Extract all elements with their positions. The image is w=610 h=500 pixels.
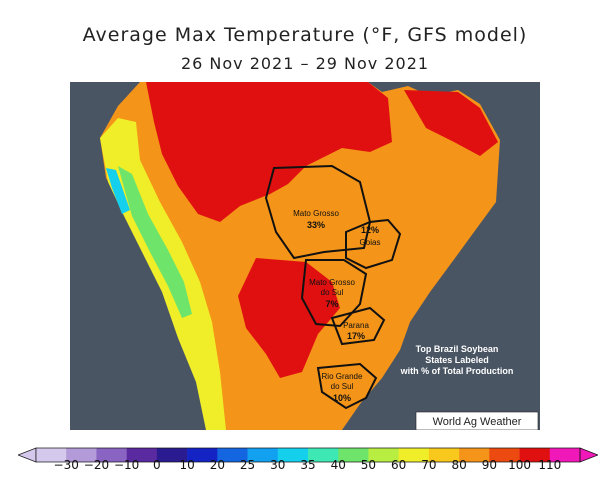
- colorbar-tick-label: 20: [209, 458, 225, 472]
- state-label-mato-grosso: Mato Grosso: [293, 209, 339, 218]
- colorbar-segment: [126, 448, 158, 462]
- colorbar-tick-label: 35: [300, 458, 316, 472]
- credit-label: World Ag Weather: [433, 416, 522, 428]
- colorbar-tick-label: 10: [179, 458, 195, 472]
- state-pct-mato-grosso: 33%: [307, 220, 325, 230]
- state-label-rio-grande-do-sul-line-2: do Sul: [331, 382, 354, 391]
- mato-grosso-do-sul-border: [300, 259, 368, 328]
- colorbar-segment: [308, 448, 339, 462]
- state-label-parana: Parana: [343, 321, 369, 330]
- colorbar-tick-label: 30: [270, 458, 286, 472]
- state-pct-rio-grande-do-sul: 10%: [333, 393, 351, 403]
- colorbar-tick-label: 0: [153, 458, 161, 472]
- colorbar-tick-label: 80: [451, 458, 467, 472]
- colorbar-segment: [428, 448, 460, 462]
- state-label-rio-grande-do-sul: Rio Grande: [322, 372, 363, 381]
- state-pct-goias: 12%: [361, 225, 379, 235]
- hot-zone-northeast: [404, 90, 498, 156]
- colorbar-segment: [489, 448, 520, 462]
- colorbar-tick-label: −20: [83, 458, 110, 472]
- colorbar-tick-label: 100: [508, 458, 531, 472]
- colorbar-outline: [35, 447, 581, 463]
- colorbar-tick-label: 110: [538, 458, 562, 472]
- colorbar-tick-label: 70: [421, 458, 437, 472]
- annotation-line-2: States Labeled: [425, 355, 489, 365]
- andes-cold-zone: [118, 166, 192, 318]
- colorbar-segment: [277, 448, 309, 462]
- colorbar-segment: [36, 448, 67, 462]
- colorbar-segment: [459, 448, 490, 462]
- annotation-line-1: Top Brazil Soybean: [416, 344, 499, 354]
- colorbar-tick-label: −30: [53, 458, 79, 472]
- date-range: 26 Nov 2021 – 29 Nov 2021: [180, 54, 430, 73]
- colorbar-tick-label: 25: [239, 458, 256, 472]
- state-pct-parana: 17%: [347, 331, 365, 341]
- colorbar-segment: [398, 448, 430, 462]
- temperature-colorbar: [18, 447, 598, 463]
- state-label-goias: Goias: [360, 238, 381, 247]
- colorbar-segment: [247, 448, 279, 462]
- colorbar-tick-label: 50: [360, 458, 377, 472]
- colorbar-segment: [96, 448, 127, 462]
- colorbar-segment: [519, 448, 551, 462]
- colorbar-segment: [156, 448, 188, 462]
- colorbar-tick-label: 90: [481, 458, 497, 472]
- map-title: Average Max Temperature (°F, GFS model): [82, 24, 528, 46]
- colorbar-segment: [368, 448, 399, 462]
- colorbar-segment: [217, 448, 248, 462]
- colorbar-tick-label: 60: [391, 458, 407, 472]
- mato-grosso-border: [264, 164, 372, 260]
- colorbar-tick-label: −10: [113, 458, 140, 472]
- state-label-mato-grosso-do-sul-line-2: do Sul: [321, 288, 344, 297]
- colorbar-segment: [549, 448, 581, 462]
- goias-border: [345, 218, 402, 270]
- colorbar-segment: [338, 448, 369, 462]
- colorbar-tick-label: 40: [330, 458, 346, 472]
- pacific-coast-cold: [106, 168, 130, 214]
- colorbar-tick-labels: −30 −20 −10 0 10 20 25 30 35 40 50 60 70 80 90 100 110: [0, 458, 610, 478]
- hot-zone-south: [238, 258, 340, 378]
- hot-zone-north: [146, 82, 392, 222]
- state-label-mato-grosso-do-sul: Mato Grosso: [309, 278, 355, 287]
- rio-grande-do-sul-border: [316, 362, 378, 410]
- credit-box: [415, 411, 539, 430]
- parana-border: [330, 306, 386, 346]
- temperature-map: Top Brazil Soybean States Labeled with %…: [70, 82, 540, 430]
- colorbar-segment: [66, 448, 97, 462]
- colorbar-segment: [187, 448, 218, 462]
- state-pct-mato-grosso-do-sul: 7%: [325, 299, 338, 309]
- annotation-line-3: with % of Total Production: [400, 366, 514, 376]
